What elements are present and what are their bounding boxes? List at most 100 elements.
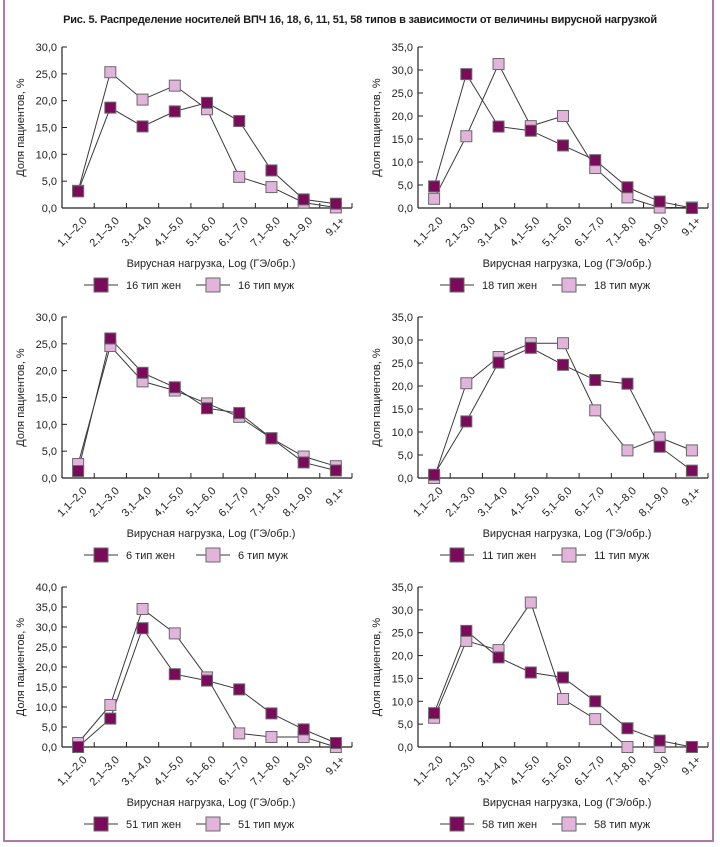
data-point-male	[621, 191, 634, 204]
y-tick-label: 30,0	[392, 605, 413, 617]
y-tick-label: 5,0	[398, 180, 413, 192]
x-tick-label: 2,1–3,0	[87, 215, 121, 249]
data-point-male	[589, 404, 602, 417]
legend-item-female: 11 тип жен	[440, 547, 536, 563]
data-point-male	[104, 66, 117, 79]
legend-item-female: 6 тип жен	[84, 547, 175, 563]
data-point-female	[233, 115, 246, 128]
data-point-female	[492, 120, 505, 133]
legend-label: 6 тип жен	[126, 550, 175, 562]
data-point-female	[72, 741, 85, 753]
data-point-female	[168, 668, 181, 681]
x-tick-label: 7,1–8,0	[249, 485, 283, 519]
legend-marker	[449, 547, 465, 563]
x-axis-title: Вирусная нагрузка, Log (ГЭ/обр.)	[483, 797, 652, 809]
x-tick-label: 1,1–2,0	[411, 215, 445, 249]
data-point-male	[136, 93, 149, 106]
y-tick-label: 10,0	[36, 149, 57, 161]
x-tick-label: 5,1–6,0	[540, 754, 574, 788]
data-point-female	[168, 105, 181, 118]
legend-label: 51 тип муж	[238, 819, 295, 831]
x-tick-label: 4,1–5,0	[508, 754, 542, 788]
data-point-female	[72, 185, 85, 198]
x-tick-label: 8,1–9,0	[281, 215, 315, 249]
y-tick-label: 10,0	[392, 157, 413, 169]
data-point-female	[685, 741, 698, 753]
y-tick-label: 5,0	[42, 176, 57, 188]
x-tick-label: 3,1–4,0	[476, 215, 510, 249]
x-tick-label: 7,1–8,0	[605, 754, 639, 788]
y-tick-label: 30,0	[36, 312, 57, 324]
y-tick-label: 35,0	[36, 602, 57, 614]
x-tick-label: 3,1–4,0	[476, 485, 510, 519]
series-line-female	[77, 102, 336, 205]
legend-marker	[561, 816, 577, 832]
data-point-female	[460, 415, 473, 428]
y-tick-label: 20,0	[36, 662, 57, 674]
data-point-female	[492, 356, 505, 369]
x-tick-label: 4,1–5,0	[508, 215, 542, 249]
x-tick-label: 2,1–3,0	[87, 485, 121, 519]
y-tick-label: 35,0	[392, 582, 413, 594]
figure-title: Рис. 5. Распределение носителей ВПЧ 16, …	[63, 14, 657, 26]
series-line-male	[77, 71, 336, 208]
x-tick-label: 6,1–7,0	[216, 215, 250, 249]
data-point-female	[524, 124, 537, 137]
y-tick-label: 35,0	[392, 42, 413, 54]
y-tick-label: 15,0	[392, 134, 413, 146]
data-point-female	[72, 465, 85, 478]
chart-panel-1: 0,0 5,0 10,0 15,0 20,0 25,0 30,0 1,1–2,02,1–3,0…	[15, 42, 353, 293]
x-tick-label: 4,1–5,0	[152, 215, 186, 249]
y-axis-title: Доля пациентов, %	[371, 78, 383, 177]
x-tick-label: 3,1–4,0	[120, 754, 154, 788]
x-tick-label: 6,1–7,0	[572, 754, 606, 788]
figure-frame	[3, 0, 714, 842]
y-tick-label: 25,0	[392, 88, 413, 100]
data-point-male	[265, 731, 278, 743]
legend-marker	[561, 277, 577, 293]
legend-label: 11 тип муж	[594, 550, 650, 562]
chart-panel-3: 0,0 5,0 10,0 15,0 20,0 25,0 30,0 1,1–2,02,1–3,0…	[15, 312, 353, 563]
data-point-female	[557, 139, 569, 152]
y-tick-label: 25,0	[392, 628, 413, 640]
x-axis-title: Вирусная нагрузка, Log (ГЭ/обр.)	[127, 258, 296, 270]
data-point-male	[460, 377, 473, 390]
x-tick-label: 8,1–9,0	[281, 754, 315, 788]
x-tick-label: 7,1–8,0	[249, 215, 283, 249]
legend-marker	[93, 547, 109, 563]
data-point-female	[136, 366, 149, 379]
y-tick-label: 0,0	[398, 203, 413, 215]
data-point-female	[589, 695, 602, 708]
data-point-female	[136, 120, 149, 133]
data-point-female	[492, 651, 505, 664]
data-point-female	[329, 197, 342, 210]
y-tick-label: 0,0	[398, 473, 413, 485]
x-tick-label: 7,1–8,0	[605, 485, 639, 519]
legend-label: 11 тип жен	[482, 550, 536, 562]
x-tick-label: 9,1+	[680, 215, 704, 239]
y-tick-label: 30,0	[36, 42, 57, 54]
legend-label: 58 тип жен	[482, 819, 537, 831]
x-axis-title: Вирусная нагрузка, Log (ГЭ/обр.)	[483, 258, 652, 270]
x-tick-label: 2,1–3,0	[443, 754, 477, 788]
data-point-male	[136, 603, 149, 615]
data-point-female	[428, 180, 441, 193]
chart-panel-2: 0,0 5,0 10,0 15,0 20,0 25,0 30,0 35,0 1,1–2,02,1…	[371, 42, 709, 293]
legend-item-male: 6 тип муж	[196, 547, 289, 563]
y-tick-label: 5,0	[42, 722, 57, 734]
legend-marker	[561, 547, 577, 563]
legend-marker	[449, 277, 465, 293]
y-tick-label: 20,0	[392, 381, 413, 393]
y-tick-label: 25,0	[36, 339, 57, 351]
legend-item-female: 18 тип жен	[440, 277, 537, 293]
y-tick-label: 5,0	[398, 719, 413, 731]
legend-item-male: 58 тип муж	[552, 816, 651, 832]
y-axis-title: Доля пациентов, %	[371, 618, 383, 717]
x-tick-label: 1,1–2,0	[411, 485, 445, 519]
data-point-female	[104, 332, 117, 345]
legend-item-male: 18 тип муж	[552, 277, 651, 293]
data-point-female	[428, 707, 441, 720]
data-point-female	[233, 407, 246, 420]
data-point-male	[428, 192, 441, 205]
data-point-female	[653, 195, 666, 208]
